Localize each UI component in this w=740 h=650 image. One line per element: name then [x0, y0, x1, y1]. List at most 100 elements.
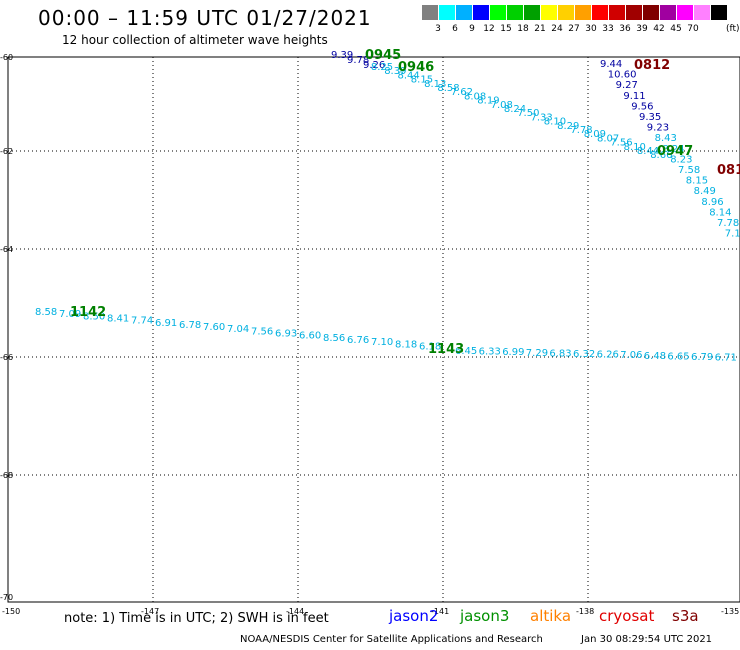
legend-value-label: 6: [452, 24, 458, 34]
wave-height-label: 7.09: [59, 309, 81, 320]
legend-swatch: [439, 5, 455, 20]
legend-value-label: 24: [551, 24, 563, 34]
wave-height-label: 9.23: [647, 123, 669, 134]
wave-height-label: 6.18: [419, 341, 441, 352]
wave-height-label: 8.58: [35, 307, 57, 318]
legend-swatch: [711, 5, 727, 20]
pass-time-label: 1142: [70, 305, 106, 320]
legend-swatch: [541, 5, 557, 20]
wave-height-label: 7.78: [717, 218, 739, 229]
longitude-tick-label: -144: [286, 607, 304, 616]
wave-height-label: 8.96: [701, 197, 723, 208]
wave-height-label: 8.49: [694, 186, 716, 197]
latitude-tick-label: -70: [0, 593, 13, 602]
credit-line: NOAA/NESDIS Center for Satellite Applica…: [240, 634, 543, 645]
wave-height-label: 10.60: [608, 70, 637, 81]
wave-height-label: 8.13: [424, 79, 446, 90]
legend-swatch: [643, 5, 659, 20]
legend-unit-label: (ft): [726, 24, 740, 34]
legend-swatch: [456, 5, 472, 20]
footer-note: note: 1) Time is in UTC; 2) SWH is in fe…: [64, 611, 329, 626]
satellite-name-jason3: jason3: [460, 607, 510, 625]
wave-height-label: 6.60: [299, 331, 321, 342]
wave-height-label: 6.99: [502, 347, 524, 358]
wave-height-label: 9.39: [331, 50, 353, 61]
wave-height-label: 8.25: [371, 62, 393, 73]
legend-swatch: [660, 5, 676, 20]
legend-value-label: 15: [500, 24, 512, 34]
longitude-tick-label: -138: [576, 607, 594, 616]
legend-swatch: [473, 5, 489, 20]
wave-height-label: 9.11: [623, 91, 645, 102]
wave-height-label: 8.56: [323, 333, 345, 344]
latitude-tick-label: -68: [0, 471, 13, 480]
legend-swatch: [694, 5, 710, 20]
wave-height-label: 8.58: [437, 83, 459, 94]
satellite-name-cryosat: cryosat: [599, 607, 655, 625]
wave-height-label: 8.10: [544, 117, 566, 128]
satellite-name-altika: altika: [530, 607, 572, 625]
generation-timestamp: Jan 30 08:29:54 UTC 2021: [581, 634, 713, 645]
wave-height-label: 6.83: [549, 348, 571, 359]
wave-height-label: 7.29: [526, 348, 548, 359]
wave-height-label: 6.65: [667, 351, 689, 362]
wave-height-label: 8.23: [670, 154, 692, 165]
satellite-name-s3a: s3a: [672, 607, 699, 625]
legend-value-label: 27: [568, 24, 580, 34]
pass-time-label: 1143: [428, 342, 464, 357]
pass-time-label: 0945: [365, 48, 401, 63]
wave-height-label: 6.71: [715, 353, 737, 364]
wave-height-label: 7.56: [251, 326, 273, 337]
latitude-tick-label: -62: [0, 147, 13, 156]
latitude-tick-label: -66: [0, 353, 13, 362]
legend-swatch: [422, 5, 438, 20]
longitude-tick-label: -135: [721, 607, 739, 616]
wave-height-label: 6.79: [691, 352, 713, 363]
wave-height-label: 8.08: [464, 91, 486, 102]
wave-height-label: 6.78: [179, 320, 201, 331]
wave-height-label: 9.56: [631, 101, 653, 112]
wave-height-label: 7.08: [491, 100, 513, 111]
wave-height-label: 8.50: [83, 311, 105, 322]
wave-height-label: 6.32: [573, 349, 595, 360]
page-title: 00:00 – 11:59 UTC 01/27/2021: [38, 6, 372, 30]
wave-height-label: 7.04: [227, 324, 249, 335]
page-subtitle: 12 hour collection of altimeter wave hei…: [62, 33, 328, 47]
wave-height-label: 8.24: [504, 104, 526, 115]
legend-value-label: 9: [469, 24, 475, 34]
legend-value-label: 12: [483, 24, 495, 34]
legend-value-label: 3: [435, 24, 441, 34]
wave-height-label: 7.10: [371, 337, 393, 348]
pass-time-label: 0946: [398, 60, 434, 75]
wave-height-label: 9.27: [616, 80, 638, 91]
wave-height-label: 6.26: [597, 350, 619, 361]
map-frame: [7, 56, 740, 603]
wave-height-label: 8.41: [107, 313, 129, 324]
wave-height-label: 6.76: [347, 335, 369, 346]
wave-height-label: 7.06: [620, 350, 642, 361]
wave-height-label: 8.44: [637, 146, 659, 157]
wave-height-label: 8.19: [477, 96, 499, 107]
latitude-tick-label: -60: [0, 53, 13, 62]
legend-value-label: 36: [619, 24, 631, 34]
wave-height-label: 7.33: [531, 112, 553, 123]
legend-value-label: 30: [585, 24, 597, 34]
wave-height-label: 8.07: [597, 133, 619, 144]
legend-swatch: [677, 5, 693, 20]
wave-height-label: 8.44: [398, 70, 420, 81]
wave-height-label: 8.09: [584, 129, 606, 140]
latitude-tick-label: -64: [0, 245, 13, 254]
wave-height-label: 7.58: [678, 165, 700, 176]
wave-height-label: 7.56: [610, 138, 632, 149]
longitude-tick-label: -141: [431, 607, 449, 616]
longitude-tick-label: -150: [2, 607, 20, 616]
legend-swatch: [626, 5, 642, 20]
satellite-name-jason2: jason2: [389, 607, 439, 625]
wave-height-label: 8.43: [655, 133, 677, 144]
wave-height-label: 9.44: [600, 59, 622, 70]
legend-value-label: 18: [517, 24, 529, 34]
wave-height-label: 8.39: [384, 66, 406, 77]
legend-swatch: [575, 5, 591, 20]
wave-height-label: 7.15: [725, 229, 740, 240]
